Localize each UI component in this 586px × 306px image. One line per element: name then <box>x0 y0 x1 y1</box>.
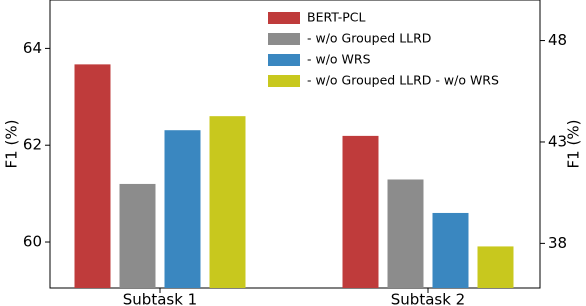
legend-swatch <box>268 54 300 66</box>
y2-tick-label: 38 <box>548 234 567 252</box>
y2-axis-label: F1 (%) <box>565 120 583 169</box>
y-tick-label: 60 <box>23 233 42 251</box>
legend-swatch <box>268 33 300 45</box>
legend-label: BERT-PCL <box>307 10 366 25</box>
x-tick-label: Subtask 2 <box>391 291 465 306</box>
bar <box>387 179 424 288</box>
legend-label: - w/o Grouped LLRD - w/o WRS <box>307 73 499 88</box>
bar <box>209 116 246 289</box>
bar <box>164 130 201 288</box>
bar <box>477 246 514 288</box>
bar <box>74 64 111 289</box>
y2-tick-label: 43 <box>548 132 567 150</box>
legend-label: - w/o WRS <box>307 52 371 67</box>
y2-tick-label: 48 <box>548 31 567 49</box>
x-tick-label: Subtask 1 <box>123 291 197 306</box>
legend-swatch <box>268 12 300 24</box>
legend-label: - w/o Grouped LLRD <box>307 31 431 46</box>
bar <box>342 135 379 288</box>
y-axis-label: F1 (%) <box>3 120 21 169</box>
plot-frame <box>49 0 541 289</box>
legend-swatch <box>268 75 300 87</box>
bar <box>432 212 469 288</box>
bar <box>119 183 156 288</box>
y-tick-label: 62 <box>23 136 42 154</box>
y-tick-label: 64 <box>23 39 42 57</box>
